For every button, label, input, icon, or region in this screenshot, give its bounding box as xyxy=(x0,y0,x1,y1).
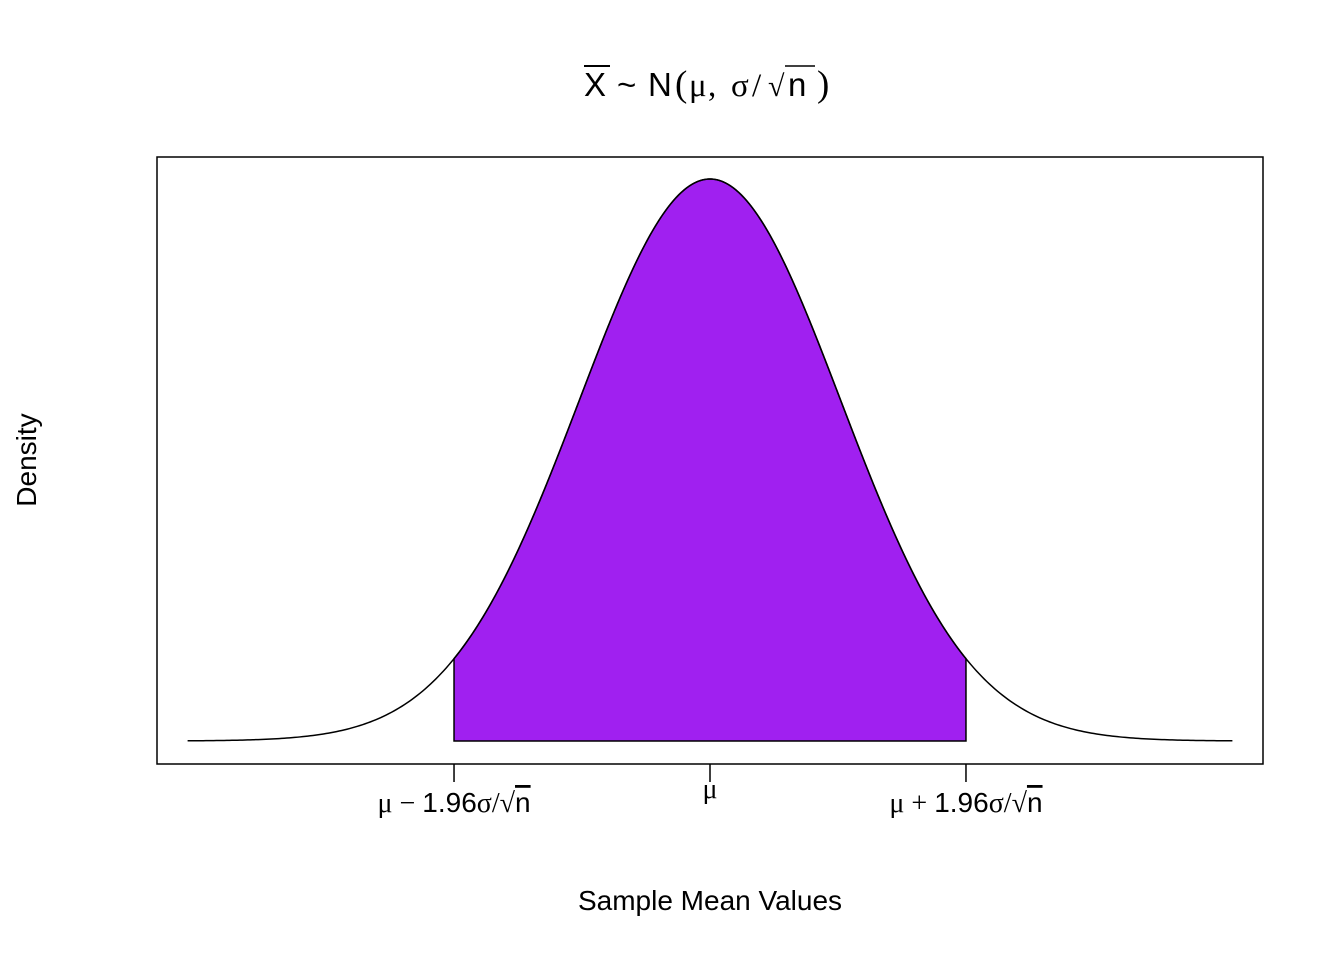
shaded-region xyxy=(453,178,967,742)
title-radical: √ xyxy=(768,70,785,103)
title-comma: , xyxy=(708,68,716,104)
title-xbar-letter: X xyxy=(584,66,606,103)
title-close-paren: ) xyxy=(817,64,829,105)
y-axis-label: Density xyxy=(11,413,42,506)
x-axis: μ − 1.96σ/√n μ μ + 1.96σ/√n xyxy=(377,764,1043,819)
title-dist-name: N xyxy=(648,66,672,103)
chart-title: X ~ N ( μ , σ / √ n ) xyxy=(584,64,829,105)
title-sigma: σ xyxy=(731,68,749,104)
title-slash: / xyxy=(752,68,762,104)
x-tick-label-2: μ + 1.96σ/√n xyxy=(889,787,1042,819)
title-open-paren: ( xyxy=(675,64,687,105)
title-mu: μ xyxy=(689,68,707,104)
x-tick-label-1: μ xyxy=(702,774,717,805)
title-n: n xyxy=(788,66,806,103)
density-curve xyxy=(187,178,1233,742)
x-tick-label-0: μ − 1.96σ/√n xyxy=(377,787,530,819)
x-axis-label: Sample Mean Values xyxy=(578,885,842,916)
title-tilde: ~ xyxy=(617,66,636,103)
